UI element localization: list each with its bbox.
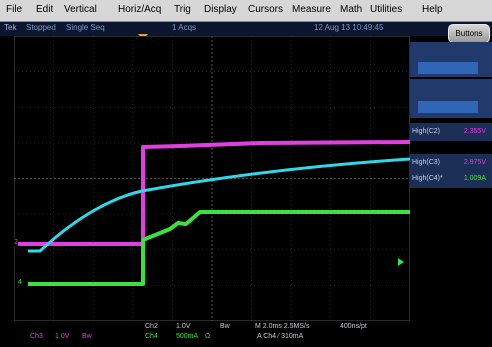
ch4-ground-marker[interactable]: 4 bbox=[18, 279, 22, 286]
menu-horiz-acq[interactable]: Horiz/Acq bbox=[118, 4, 162, 15]
ch2-name[interactable]: Ch2 bbox=[145, 323, 158, 330]
acq-mode: Single Seq bbox=[66, 23, 105, 32]
menu-file[interactable]: File bbox=[6, 4, 23, 15]
menu-vertical[interactable]: Vertical bbox=[64, 4, 97, 15]
channel-readout-bar: Ch3 1.0V Bw Ch2 1.0V Bw Ch4 500mA Ω M 2.… bbox=[0, 321, 492, 347]
ch3-name[interactable]: Ch3 bbox=[30, 333, 43, 340]
measurement-value: 2.975V bbox=[463, 159, 486, 166]
ch4-unit: Ω bbox=[205, 333, 211, 340]
measurement-ch4[interactable]: High(C4)* 1.009A bbox=[410, 170, 492, 188]
ch4-trigger-level-marker bbox=[398, 258, 404, 266]
ch4-scale[interactable]: 500mA bbox=[176, 333, 199, 340]
menu-trig[interactable]: Trig bbox=[174, 4, 191, 15]
trigger-point-marker bbox=[141, 263, 145, 267]
ch2-trace bbox=[14, 140, 411, 246]
measurement-ch3[interactable]: High(C3) 2.975V bbox=[410, 154, 492, 172]
readout-box-2[interactable] bbox=[410, 79, 492, 119]
menu-help[interactable]: Help bbox=[422, 4, 443, 15]
measurement-value: 1.009A bbox=[463, 175, 486, 182]
measurement-label: High(C2) bbox=[412, 128, 441, 135]
acq-state: Stopped bbox=[26, 23, 56, 32]
ch3-trace bbox=[28, 157, 411, 253]
resolution-readout: 400ns/pt bbox=[340, 323, 367, 330]
ch3-scale[interactable]: 1.0V bbox=[55, 333, 70, 340]
brand-label: Tek bbox=[4, 23, 17, 32]
menu-edit[interactable]: Edit bbox=[36, 4, 54, 15]
ch4-name[interactable]: Ch4 bbox=[145, 333, 158, 340]
ch2-ground-marker[interactable]: 2 bbox=[14, 239, 18, 246]
timebase-readout[interactable]: M 2.0ms 2.5MS/s bbox=[255, 323, 310, 330]
trigger-readout[interactable]: A Ch4 ∕ 310mA bbox=[257, 333, 304, 340]
menu-cursors[interactable]: Cursors bbox=[248, 4, 284, 15]
acq-count: 1 Acqs bbox=[172, 23, 197, 32]
readout-panel: High(C2) 2.355V High(C3) 2.975V High(C4)… bbox=[410, 42, 492, 321]
ch4-trace bbox=[28, 210, 410, 286]
ch2-scale[interactable]: 1.0V bbox=[176, 323, 191, 330]
menu-bar: File Edit Vertical Horiz/Acq Trig Displa… bbox=[0, 0, 492, 22]
menu-measure[interactable]: Measure bbox=[292, 4, 331, 15]
measurement-ch2[interactable]: High(C2) 2.355V bbox=[410, 123, 492, 141]
menu-math[interactable]: Math bbox=[340, 4, 363, 15]
ch2-bandwidth: Bw bbox=[220, 323, 230, 330]
menu-utilities[interactable]: Utilities bbox=[370, 4, 403, 15]
measurement-label: High(C4)* bbox=[412, 175, 443, 182]
readout-box-1[interactable] bbox=[410, 42, 492, 78]
measurement-value: 2.355V bbox=[463, 128, 486, 135]
status-bar: Tek Stopped Single Seq 1 Acqs 12 Aug 13 … bbox=[0, 22, 492, 36]
date-time: 12 Aug 13 10:49:45 bbox=[314, 23, 384, 32]
menu-display[interactable]: Display bbox=[204, 4, 237, 15]
ch3-bandwidth: Bw bbox=[82, 333, 92, 340]
measurement-label: High(C3) bbox=[412, 159, 441, 166]
